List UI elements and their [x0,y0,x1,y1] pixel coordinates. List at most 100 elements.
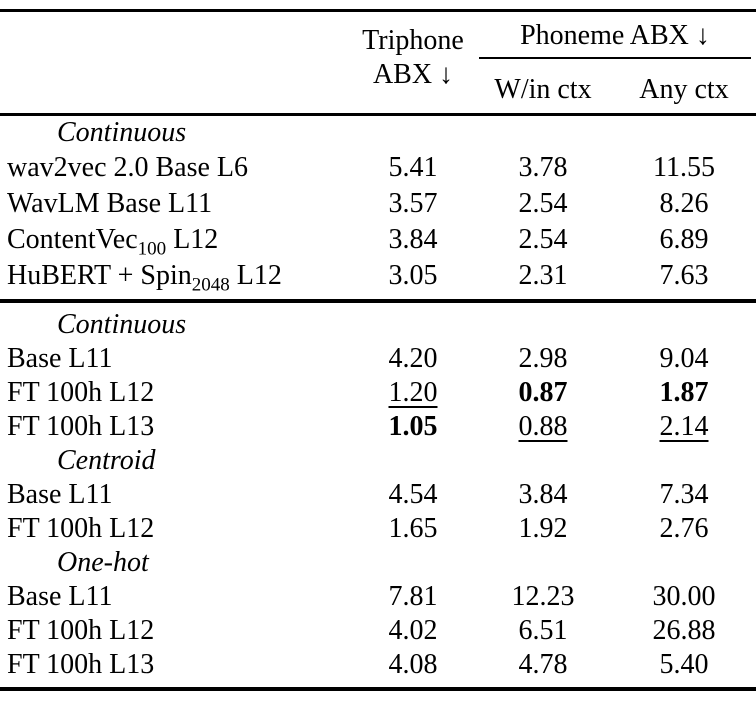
section-row: Centroid [0,444,756,478]
table-row: FT 100h L12 1.65 1.92 2.76 [0,512,756,546]
win-ctx-value: 2.31 [518,260,568,291]
empty-cell [352,308,474,342]
win-ctx-value: 2.54 [518,188,568,219]
triphone-value: 4.08 [388,649,438,680]
header-row-1: Triphone ABX ↓ Phoneme ABX ↓ [0,12,756,90]
table-row: HuBERT + Spin2048 L12 3.05 2.31 7.63 [0,258,756,296]
triphone-value: 7.81 [388,581,438,612]
row-label: FT 100h L12 [7,377,155,408]
empty-cell [352,114,474,150]
empty-cell [352,444,474,478]
bold-value: 1.87 [659,377,709,408]
row-label: Base L11 [7,581,113,612]
empty-cell [612,308,756,342]
win-ctx-value: 6.51 [518,615,568,646]
triphone-value: 3.05 [388,260,438,291]
row-label: ContentVec100 L12 [0,222,352,260]
triphone-value: 4.54 [388,479,438,510]
win-ctx-value: 0.88 [474,410,612,444]
label-text: L12 [166,224,219,255]
header-any-ctx: Any ctx [639,74,729,106]
header-phoneme-label: Phoneme ABX ↓ [479,20,751,59]
table-row: ContentVec100 L12 3.84 2.54 6.89 [0,222,756,260]
row-label: WavLM Base L11 [7,188,213,219]
bottom-rule-wrap [0,687,756,691]
any-ctx-value: 11.55 [653,152,715,183]
label-subscript: 100 [137,238,167,260]
win-ctx-value: 3.78 [518,152,568,183]
mid-rule-row [0,294,756,308]
table-row: FT 100h L12 1.20 0.87 1.87 [0,376,756,410]
empty-cell [612,546,756,580]
win-ctx-value: 12.23 [511,581,575,612]
empty-cell [474,444,612,478]
any-ctx-value: 2.14 [612,410,756,444]
block2-body: Continuous Base L11 4.20 2.98 9.04 FT 10… [0,308,756,682]
underlined-value: 2.14 [659,411,709,442]
results-table: Triphone ABX ↓ Phoneme ABX ↓ W/in ctx An… [0,12,756,682]
win-ctx-value: 1.92 [518,513,568,544]
any-ctx-value: 1.87 [612,376,756,410]
any-ctx-value: 6.89 [659,224,709,255]
header-win-ctx: W/in ctx [494,74,592,106]
header-triphone-column: Triphone ABX ↓ [352,12,474,114]
header-row-2: W/in ctx Any ctx [0,68,756,114]
underlined-value: 1.20 [388,377,438,408]
section-label: Continuous [57,309,187,340]
block1-body: Continuous wav2vec 2.0 Base L6 5.41 3.78… [0,114,756,308]
label-text: L12 [229,260,282,291]
empty-cell [474,546,612,580]
label-text: ContentVec [7,224,138,255]
label-subscript: 2048 [191,274,230,296]
bold-value: 0.87 [518,377,568,408]
section-label: One-hot [57,547,149,578]
table-row: Base L11 4.54 3.84 7.34 [0,478,756,512]
bottom-double-rule [0,687,756,691]
table-header: Triphone ABX ↓ Phoneme ABX ↓ W/in ctx An… [0,12,756,114]
table-row: Base L11 4.20 2.98 9.04 [0,342,756,376]
table-row: Base L11 7.81 12.23 30.00 [0,580,756,614]
any-ctx-value: 30.00 [652,581,716,612]
win-ctx-value: 2.54 [518,224,568,255]
triphone-value: 3.57 [388,188,438,219]
row-label: HuBERT + Spin2048 L12 [0,258,352,296]
table-row: FT 100h L13 1.05 0.88 2.14 [0,410,756,444]
triphone-value: 1.65 [388,513,438,544]
section-row: Continuous [0,114,756,150]
mid-double-rule [0,299,756,303]
row-label: FT 100h L13 [7,649,155,680]
section-row: One-hot [0,546,756,580]
section-row: Continuous [0,308,756,342]
bold-value: 1.05 [388,411,438,442]
triphone-value: 4.02 [388,615,438,646]
triphone-value: 4.20 [388,343,438,374]
triphone-value: 1.05 [352,410,474,444]
header-empty-cell [0,12,352,114]
win-ctx-value: 0.87 [474,376,612,410]
empty-cell [352,546,474,580]
row-label: Base L11 [7,343,113,374]
win-ctx-value: 3.84 [518,479,568,510]
table-row: WavLM Base L11 3.57 2.54 8.26 [0,186,756,222]
header-triphone-line2: ABX ↓ [372,59,454,91]
triphone-value: 5.41 [388,152,438,183]
header-phoneme-group: Phoneme ABX ↓ [474,12,756,68]
row-label: FT 100h L12 [7,615,155,646]
mid-rule-cell [0,294,756,308]
win-ctx-value: 4.78 [518,649,568,680]
empty-cell [612,444,756,478]
table-row: FT 100h L13 4.08 4.78 5.40 [0,648,756,682]
section-label: Centroid [57,445,156,476]
any-ctx-value: 5.40 [659,649,709,680]
label-text: HuBERT + Spin [7,260,192,291]
row-label: Base L11 [7,479,113,510]
any-ctx-value: 2.76 [659,513,709,544]
any-ctx-value: 8.26 [659,188,709,219]
row-label: FT 100h L12 [7,513,155,544]
table-row: FT 100h L12 4.02 6.51 26.88 [0,614,756,648]
table-row: wav2vec 2.0 Base L6 5.41 3.78 11.55 [0,150,756,186]
underlined-value: 0.88 [518,411,568,442]
any-ctx-value: 26.88 [652,615,716,646]
empty-cell [612,114,756,150]
